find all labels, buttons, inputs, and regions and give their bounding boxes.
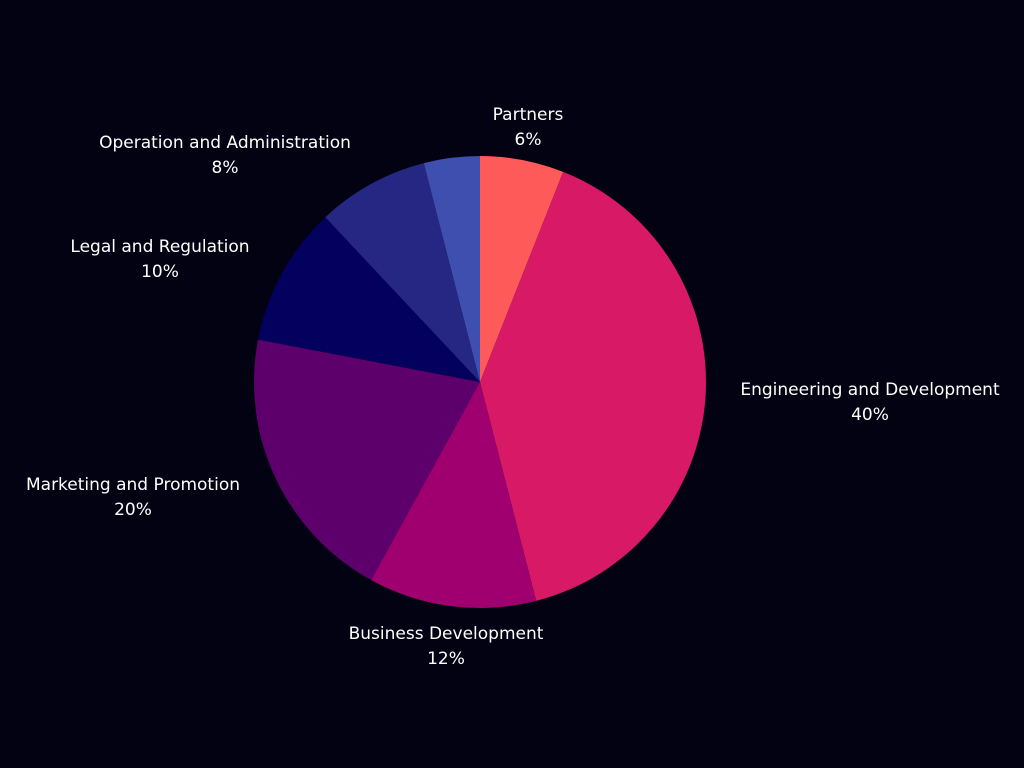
slice-value-legal-and-regulation: 10% xyxy=(141,262,179,282)
pie-slice-unlabeled xyxy=(423,156,480,382)
slice-value-business-development: 12% xyxy=(427,649,465,669)
pie-slice-business-development xyxy=(371,382,537,608)
pie-slice-legal-and-regulation xyxy=(258,217,480,382)
pie-slice-operation-and-administration xyxy=(325,163,480,382)
slice-label-legal-and-regulation: Legal and Regulation xyxy=(70,237,249,257)
slice-value-marketing-and-promotion: 20% xyxy=(114,500,152,520)
slice-label-operation-and-administration: Operation and Administration xyxy=(99,133,351,153)
slice-value-engineering-and-development: 40% xyxy=(851,405,889,425)
pie-slice-partners xyxy=(480,156,564,382)
slice-value-partners: 6% xyxy=(515,130,542,150)
slice-label-partners: Partners xyxy=(493,105,564,125)
slice-label-business-development: Business Development xyxy=(349,624,544,644)
slice-label-marketing-and-promotion: Marketing and Promotion xyxy=(26,475,240,495)
slice-label-engineering-and-development: Engineering and Development xyxy=(740,380,1000,400)
pie-slice-marketing-and-promotion xyxy=(254,339,480,581)
slice-value-operation-and-administration: 8% xyxy=(212,158,239,178)
pie-slice-engineering-and-development xyxy=(480,171,707,601)
